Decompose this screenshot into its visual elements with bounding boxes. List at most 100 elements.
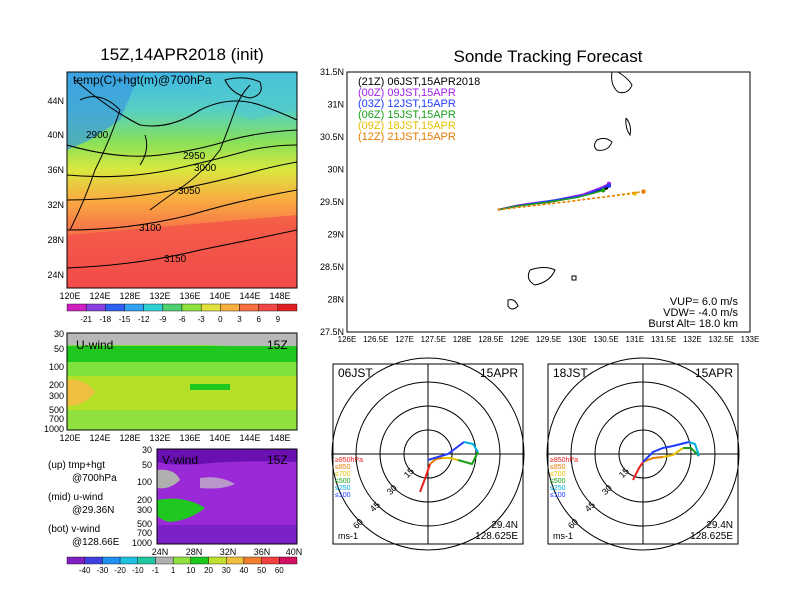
- uwind-lon-tick: 120E: [59, 433, 80, 443]
- map-label: temp(C)+hgt(m)@700hPa: [73, 73, 212, 87]
- map-lon-tick: 140E: [209, 291, 230, 301]
- wind-colorbar-label: -40: [79, 566, 91, 575]
- tracking-lat-ticks: 31.5N 31N 30.5N 30N 29.5N 29N 28.5N 28N 27.5N: [320, 67, 344, 337]
- param-vdw: VDW= -4.0 m/s: [663, 307, 738, 319]
- wind-colorbar-swatch: [66, 556, 85, 565]
- wind-colorbar-swatch: [102, 556, 121, 565]
- hodograph-trace: [457, 451, 479, 466]
- temp-colorbar-label: -12: [138, 315, 150, 324]
- track-end-point: [641, 189, 646, 194]
- hodograph-level-label: ≤850: [550, 464, 566, 471]
- wind-colorbar-label: 10: [186, 566, 195, 575]
- hodograph-lat: 29.4N: [706, 520, 733, 531]
- contour-label-2900: 2900: [86, 130, 109, 141]
- uwind-lon-ticks: 120E 124E 128E 132E 136E 140E 144E 148E: [59, 433, 290, 443]
- wind-colorbar-label: 40: [239, 566, 248, 575]
- uwind-time: 15Z: [267, 338, 288, 352]
- vwind-p-tick: 30: [142, 445, 152, 455]
- temp-colorbar-swatch: [124, 303, 144, 312]
- wind-colorbar-swatch: [261, 556, 280, 565]
- temp-colorbar-label: 3: [237, 315, 242, 324]
- vwind-label: V-wind: [162, 453, 198, 467]
- tracking-params: VUP= 6.0 m/s VDW= -4.0 m/s Burst Alt= 18…: [648, 296, 738, 330]
- tracking-lon-tick: 129E: [510, 335, 529, 344]
- temp-colorbar-label: -18: [100, 315, 112, 324]
- vwind-p-tick: 200: [137, 495, 152, 505]
- hodograph-trace: [419, 463, 431, 493]
- temperature-map: [67, 72, 297, 288]
- tracking-lon-tick: 131.5E: [651, 335, 676, 344]
- hodograph-level-label: ≥850hPa: [550, 457, 578, 464]
- track-end-point: [606, 183, 612, 188]
- wind-colorbar-swatch: [137, 556, 156, 565]
- uwind-frame: [66, 332, 298, 431]
- wind-colorbar-label: -20: [114, 566, 126, 575]
- tracking-frame: [346, 71, 751, 333]
- uwind-lon-tick: 132E: [149, 433, 170, 443]
- map-lon-tick: 124E: [89, 291, 110, 301]
- uwind-lon-tick: 140E: [209, 433, 230, 443]
- vwind-section: [157, 449, 297, 544]
- vwind-p-tick: 100: [137, 477, 152, 487]
- param-burst: Burst Alt= 18.0 km: [648, 318, 738, 330]
- vwind-lat-tick: 24N: [152, 547, 169, 557]
- tracking-lon-tick: 132E: [683, 335, 702, 344]
- hodograph-level-label: ≤100: [335, 492, 351, 499]
- temp-colorbar-swatch: [162, 303, 183, 312]
- map-lon-tick: 120E: [59, 291, 80, 301]
- hodograph-level-label: ≤700: [335, 471, 351, 478]
- hodograph-ring-label: 15: [617, 466, 631, 480]
- map-lon-tick: 132E: [149, 291, 170, 301]
- tracking-lat-tick: 29.5N: [320, 197, 344, 207]
- hodograph-level-label: ≥850hPa: [335, 457, 363, 464]
- hodograph-trace: [683, 447, 700, 457]
- temp-colorbar-label: -3: [198, 315, 206, 324]
- vwind-p-tick: 500: [137, 519, 152, 529]
- wind-colorbar-label: 50: [257, 566, 266, 575]
- map-lat-tick: 32N: [47, 200, 64, 210]
- tracking-lat-tick: 28.5N: [320, 262, 344, 272]
- hodograph-trace: [632, 461, 644, 481]
- note-up-line2: @700hPa: [72, 473, 117, 484]
- hodograph-level-label: ≤500: [550, 478, 566, 485]
- hodograph-trace: [642, 441, 690, 463]
- track-line: [497, 183, 610, 211]
- temp-colorbar-label: -9: [159, 315, 167, 324]
- hodograph-trace: [429, 457, 443, 465]
- tracking-legend-entry: (09Z) 18JST,15APR: [358, 120, 456, 132]
- tracking-title: Sonde Tracking Forecast: [454, 47, 643, 66]
- hodograph-lon: 128.625E: [475, 531, 518, 542]
- note-mid-line1: (mid) u-wind: [48, 492, 103, 503]
- temp-colorbar-label: -6: [178, 315, 186, 324]
- temp-colorbar-swatch: [220, 303, 240, 312]
- note-up-line1: (up) tmp+hgt: [48, 460, 105, 471]
- track-line: [497, 189, 604, 211]
- vwind-pressure-ticks: 30 50 100 200 300 500 700 1000: [132, 445, 152, 548]
- temp-colorbar-swatch: [181, 303, 202, 312]
- hodograph-ring-label: 60: [351, 517, 365, 531]
- hodograph-ring-label: 45: [368, 500, 382, 514]
- uwind-section: [67, 333, 297, 430]
- vwind-lat-ticks: 24N 28N 32N 36N 40N: [152, 547, 303, 557]
- hodograph-unit: ms-1: [553, 531, 573, 541]
- vwind-lat-tick: 40N: [286, 547, 303, 557]
- temp-colorbar-swatch: [143, 303, 164, 312]
- note-mid-line2: @29.36N: [72, 505, 114, 516]
- tracking-legend-entry: (03Z) 12JST,15APR: [358, 98, 456, 110]
- map-lat-tick: 40N: [47, 130, 64, 140]
- vwind-p-tick: 300: [137, 505, 152, 515]
- tracking-lon-tick: 127E: [395, 335, 414, 344]
- uwind-p-tick: 30: [54, 329, 64, 339]
- temp-colorbar-swatch: [239, 303, 259, 312]
- hodograph-level-label: ≤100: [550, 492, 566, 499]
- wind-colorbar-label: 30: [222, 566, 231, 575]
- hodograph-date: 15APR: [480, 366, 518, 380]
- map-lon-tick: 144E: [239, 291, 260, 301]
- tracking-lon-tick: 130.5E: [593, 335, 618, 344]
- hodograph-unit: ms-1: [338, 531, 358, 541]
- vwind-frame: [156, 448, 298, 545]
- temp-colorbar-label: -15: [119, 315, 131, 324]
- map-title: 15Z,14APR2018 (init): [100, 45, 263, 64]
